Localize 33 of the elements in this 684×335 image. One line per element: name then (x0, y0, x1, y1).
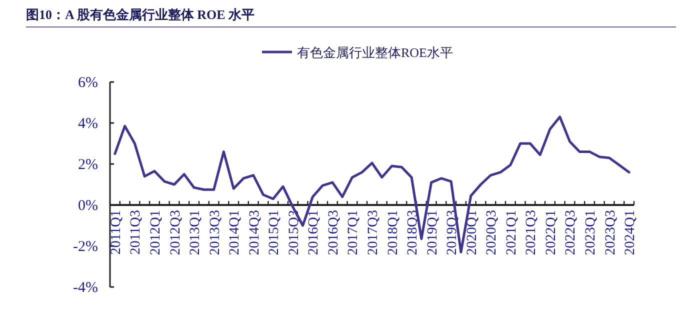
x-tick-label: 2023Q3 (603, 210, 618, 256)
x-tick-label: 2020Q3 (484, 210, 500, 256)
x-tick-label: 2017Q3 (366, 210, 381, 256)
x-tick-label: 2022Q3 (564, 210, 579, 256)
x-tick-label: 2012Q3 (168, 210, 184, 256)
y-tick-label: 6% (78, 75, 98, 91)
x-tick-label: 2019Q1 (425, 210, 440, 256)
x-tick-label: 2017Q1 (346, 210, 362, 256)
x-tick-label: 2016Q3 (326, 210, 342, 256)
x-tick-label: 2018Q3 (406, 210, 421, 256)
x-tick-label: 2022Q1 (544, 210, 559, 256)
legend-label: 有色金属行业整体ROE水平 (297, 45, 453, 60)
x-tick-label: 2014Q1 (228, 210, 243, 256)
x-tick-label: 2024Q1 (623, 210, 638, 256)
x-tick-label: 2021Q1 (504, 210, 520, 256)
x-tick-label: 2013Q1 (188, 210, 204, 256)
x-tick-label: 2013Q3 (208, 210, 223, 256)
chart-title: 图10：A 股有色金属行业整体 ROE 水平 (26, 7, 255, 22)
y-tick-label: -2% (73, 239, 98, 255)
y-tick-label: 0% (78, 198, 98, 214)
y-tick-label: -4% (73, 280, 98, 296)
x-tick-label: 2012Q1 (148, 210, 164, 256)
y-tick-label: 4% (78, 116, 98, 132)
x-tick-label: 2020Q1 (464, 210, 480, 256)
x-tick-label: 2015Q1 (267, 210, 282, 256)
x-tick-label: 2016Q1 (306, 210, 322, 256)
x-tick-label: 2021Q3 (524, 210, 540, 256)
x-tick-label: 2014Q3 (247, 210, 262, 256)
x-tick-label: 2018Q1 (386, 210, 401, 256)
x-tick-label: 2011Q1 (108, 210, 124, 255)
x-tick-label: 2011Q3 (128, 210, 144, 255)
y-tick-label: 2% (78, 157, 98, 173)
x-tick-label: 2023Q1 (584, 210, 599, 256)
